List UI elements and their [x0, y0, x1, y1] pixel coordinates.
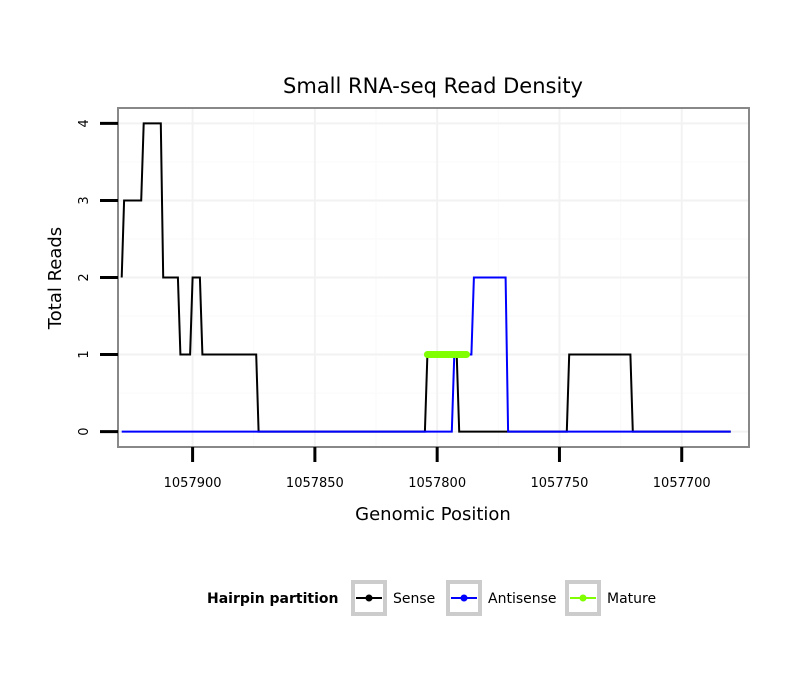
legend-item-antisense: Antisense [446, 580, 557, 616]
x-tick-label: 1057750 [531, 476, 589, 491]
series-layer [120, 122, 731, 433]
legend-title: Hairpin partition [207, 591, 338, 607]
x-tick-label: 1057700 [653, 476, 711, 491]
y-axis-label: Total Reads [45, 227, 66, 330]
y-tick-label: 4 [77, 119, 92, 127]
y-tick-label: 3 [77, 196, 92, 204]
x-tick-label: 1057900 [164, 476, 222, 491]
legend-item-sense: Sense [351, 580, 435, 616]
x-tick-label: 1057800 [408, 476, 466, 491]
legend-key-point [460, 594, 468, 602]
x-tick-label: 1057850 [286, 476, 344, 491]
series-line-antisense [121, 276, 731, 433]
y-tick-label: 1 [77, 350, 92, 358]
y-axis-ticks: 0 1 2 3 4 [77, 119, 118, 436]
chart-title: Small RNA-seq Read Density [283, 74, 583, 98]
y-tick-label: 0 [77, 427, 92, 435]
legend-item-mature: Mature [565, 580, 656, 616]
legend-key-point [579, 594, 587, 602]
legend: Hairpin partition Sense Antisense Mature [207, 580, 656, 616]
legend-label-sense: Sense [393, 591, 435, 607]
y-tick-label: 2 [77, 273, 92, 281]
legend-key-point [365, 594, 373, 602]
legend-label-antisense: Antisense [488, 591, 557, 607]
x-axis-ticks: 1057900 1057850 1057800 1057750 1057700 [164, 447, 711, 491]
legend-label-mature: Mature [607, 591, 656, 607]
x-axis-label: Genomic Position [355, 504, 511, 525]
